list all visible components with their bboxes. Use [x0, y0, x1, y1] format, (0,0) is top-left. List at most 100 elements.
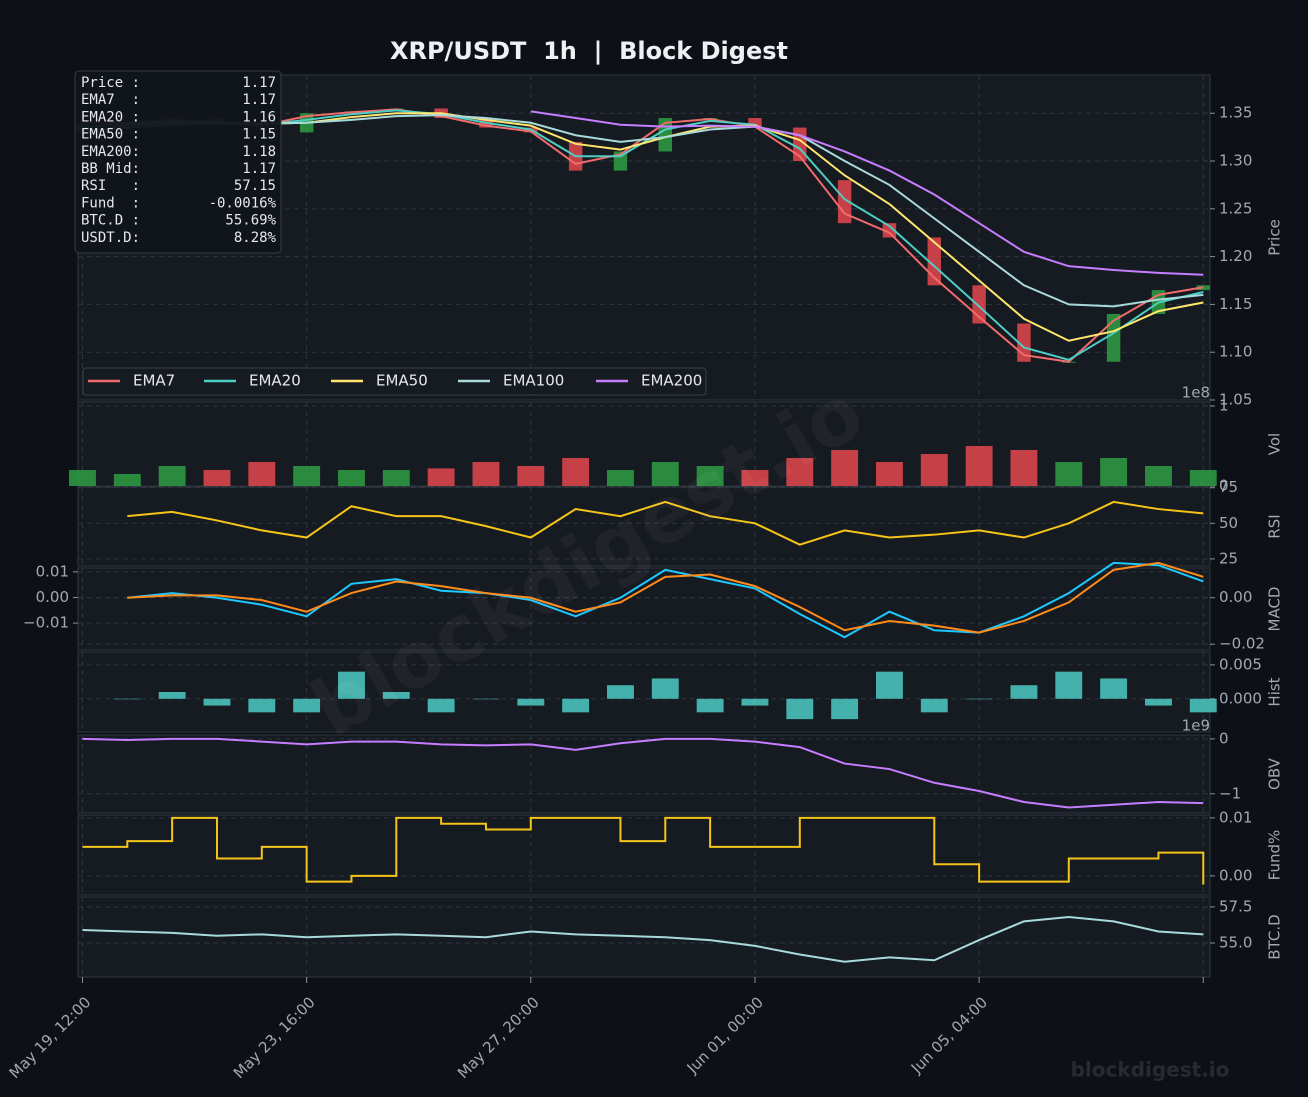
info-value: 1.16 [242, 109, 276, 125]
info-label: BTC.D : [81, 213, 140, 229]
bar [1189, 470, 1217, 486]
bar [203, 698, 231, 706]
y-axis-label: Fund% [1266, 830, 1284, 881]
bar [427, 468, 455, 486]
bar [876, 462, 903, 486]
info-value: 1.18 [242, 144, 276, 160]
y-tick-label: −1 [1219, 784, 1241, 802]
y-tick-label: 1.15 [1219, 295, 1252, 313]
bar [1055, 671, 1083, 699]
info-value: 55.69% [225, 213, 276, 229]
bar [696, 698, 724, 713]
bar [113, 698, 141, 700]
y-axis-label: RSI [1266, 514, 1284, 538]
y-tick-label: 1 [1219, 397, 1229, 415]
series-line [127, 500, 1204, 546]
legend-label: EMA20 [249, 372, 301, 390]
panel [77, 734, 1211, 814]
bar [517, 466, 545, 486]
legend-label: EMA200 [641, 372, 702, 390]
info-value: 1.15 [242, 127, 276, 143]
bar [158, 692, 186, 699]
y-tick-label: 0.00 [1219, 588, 1252, 606]
bar [607, 685, 634, 699]
bar [1010, 450, 1038, 486]
bar [562, 458, 590, 486]
bar [248, 462, 276, 486]
x-tick-label: May 19, 12:00 [6, 993, 95, 1082]
bar [1010, 685, 1038, 699]
x-tick-label: May 27, 20:00 [454, 993, 543, 1082]
y-tick-label: 25 [1219, 549, 1238, 567]
bar [382, 692, 410, 699]
info-label: USDT.D: [81, 230, 140, 246]
info-box: Price : 1.17 EMA7 : 1.17 EMA20 : 1.16 EMA50 : 1… [74, 70, 282, 254]
y-tick-label: 1.35 [1219, 104, 1252, 122]
candle [882, 223, 897, 238]
info-label: EMA200: [81, 144, 140, 160]
bar [607, 470, 634, 486]
bar [203, 470, 231, 486]
y-tick-label: 0.00 [1219, 866, 1252, 884]
bar [920, 454, 948, 486]
bar [472, 698, 500, 700]
y-tick-label: −0.02 [1219, 635, 1265, 653]
series-line [82, 816, 1205, 885]
legend: EMA7 EMA20 EMA50 EMA100 EMA200 [82, 367, 707, 396]
x-tick-label: Jun 01, 00:00 [683, 993, 767, 1077]
bar [1100, 678, 1128, 699]
info-label: EMA50 : [81, 127, 140, 143]
bar [965, 698, 993, 700]
y-tick-label: 0.00 [36, 588, 69, 606]
bar [382, 470, 410, 486]
y-tick-label: 75 [1219, 478, 1238, 496]
chart-title: XRP/USDT 1h | Block Digest [390, 37, 788, 65]
info-value: 1.17 [242, 75, 276, 91]
y-tick-label: 1.05 [1219, 391, 1252, 409]
bar [562, 698, 590, 713]
series-line [530, 110, 1204, 276]
bar [1189, 698, 1217, 713]
panel [77, 401, 1211, 487]
x-tick-label: Jun 05, 04:00 [907, 993, 991, 1077]
bar [69, 470, 96, 486]
y-tick-label: 1.30 [1219, 152, 1252, 170]
info-value: 1.17 [242, 92, 276, 108]
bar [248, 698, 276, 713]
y-tick-label: 1.25 [1219, 199, 1252, 217]
legend-label: EMA50 [376, 372, 428, 390]
y-axis-label: BTC.D [1266, 914, 1284, 959]
bar [1144, 698, 1172, 706]
bar [831, 450, 859, 486]
bar [113, 474, 141, 486]
bar [293, 466, 321, 486]
info-label: EMA20 : [81, 109, 140, 125]
offset-label: 1e8 [1182, 384, 1210, 402]
y-tick-label: 50 [1219, 514, 1238, 532]
series-line [127, 561, 1204, 639]
y-tick-label: 1.20 [1219, 247, 1252, 265]
y-tick-label: −0.01 [23, 614, 69, 632]
info-value: 1.17 [242, 161, 276, 177]
bar [293, 698, 321, 713]
y-tick-label: 0 [1219, 477, 1229, 495]
bar [1055, 462, 1083, 486]
info-label: Fund : [81, 195, 140, 211]
info-value: -0.0016% [209, 195, 277, 211]
bar [786, 698, 814, 720]
info-label: Price : [81, 75, 140, 91]
y-tick-label: 0.005 [1219, 655, 1262, 673]
bar [876, 671, 903, 699]
bar [158, 466, 186, 486]
y-tick-label: 0.000 [1219, 689, 1262, 707]
footer: blockdigest.io [1071, 1058, 1230, 1082]
legend-box [82, 367, 707, 396]
panel [77, 814, 1211, 896]
y-axis-label: Hist [1266, 677, 1284, 706]
panel [77, 567, 1211, 651]
panel [77, 651, 1211, 733]
info-box-bg [74, 70, 282, 254]
y-tick-label: 0.01 [1219, 808, 1252, 826]
x-tick-label: May 23, 16:00 [230, 993, 319, 1082]
